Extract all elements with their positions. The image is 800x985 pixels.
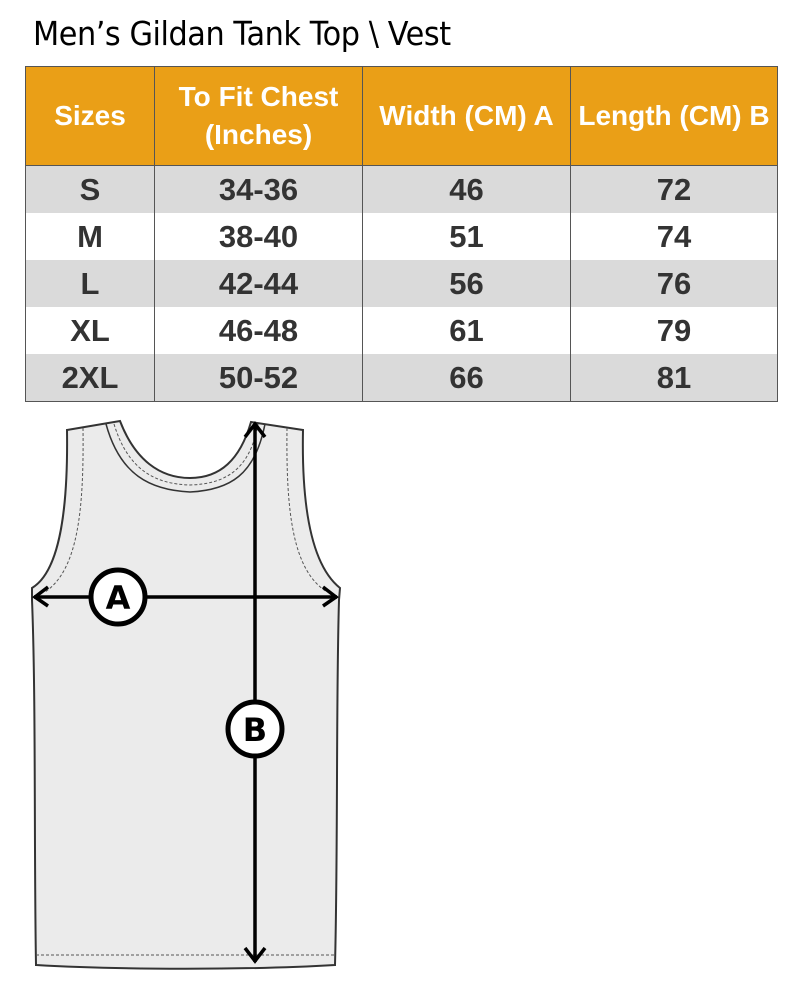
cell-width: 46 [362,165,571,213]
cell-chest: 42-44 [154,260,363,307]
cell-chest: 38-40 [154,213,363,260]
measure-a-arrow [32,585,339,608]
cell-width: 56 [362,260,571,307]
label-a: A [106,579,131,617]
table-row: 2XL 50-52 66 81 [25,354,778,402]
measure-b-arrow [243,421,267,964]
cell-length: 76 [570,260,778,307]
armhole-stitch-right [286,427,328,593]
cell-chest: 50-52 [154,354,363,402]
size-chart-table: Sizes To Fit Chest (Inches) Width (CM) A… [25,66,778,402]
table-row: M 38-40 51 74 [25,213,778,260]
cell-width: 66 [362,354,571,402]
tank-top-outline [31,419,342,970]
cell-length: 72 [570,165,778,213]
label-a-badge: A [88,567,148,627]
neck-trim [105,423,266,493]
cell-size: 2XL [25,354,155,402]
header-chest: To Fit Chest (Inches) [154,66,363,166]
cell-width: 51 [362,213,571,260]
table-header-row: Sizes To Fit Chest (Inches) Width (CM) A… [25,66,778,166]
cell-chest: 46-48 [154,307,363,354]
table-row: XL 46-48 61 79 [25,307,778,354]
cell-size: L [25,260,155,307]
cell-width: 61 [362,307,571,354]
cell-chest: 34-36 [154,165,363,213]
cell-length: 74 [570,213,778,260]
header-width: Width (CM) A [362,66,571,166]
neck-stitch [113,423,259,486]
cell-size: XL [25,307,155,354]
cell-length: 81 [570,354,778,402]
cell-length: 79 [570,307,778,354]
table-row: L 42-44 56 76 [25,260,778,307]
cell-size: M [25,213,155,260]
header-sizes: Sizes [25,66,155,166]
label-b: B [243,711,267,749]
header-length: Length (CM) B [570,66,778,166]
label-b-badge: B [225,699,285,759]
page-title: Men’s Gildan Tank Top \ Vest [33,14,451,53]
table-row: S 34-36 46 72 [25,165,778,213]
